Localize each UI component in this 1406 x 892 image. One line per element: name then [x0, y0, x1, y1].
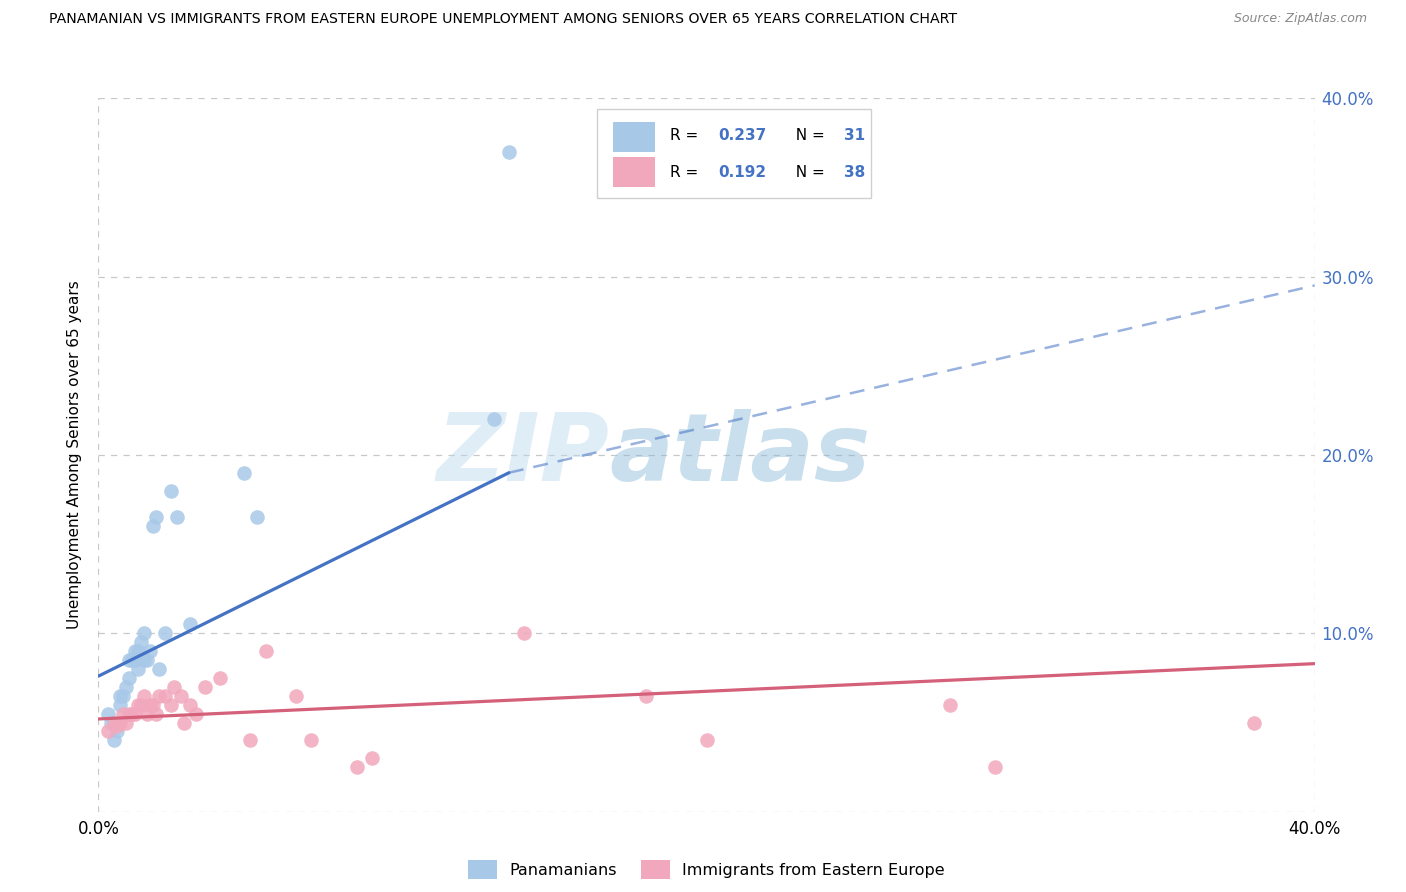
Text: N =: N =: [786, 165, 830, 180]
Point: [482, 412, 505, 426]
Point: [118, 653, 141, 667]
Point: [145, 510, 167, 524]
Point: [132, 626, 155, 640]
Point: [114, 680, 136, 694]
Point: [513, 626, 536, 640]
Point: [121, 706, 143, 721]
Point: [127, 662, 149, 676]
Point: [111, 706, 134, 721]
Point: [96, 724, 118, 739]
Point: [245, 510, 267, 524]
Point: [124, 653, 146, 667]
Point: [155, 626, 177, 640]
Text: R =: R =: [671, 128, 703, 143]
Point: [129, 635, 152, 649]
Point: [160, 483, 183, 498]
FancyBboxPatch shape: [598, 109, 870, 198]
Point: [173, 715, 195, 730]
Point: [939, 698, 962, 712]
Text: 0.192: 0.192: [718, 165, 766, 180]
Point: [139, 698, 162, 712]
Point: [105, 719, 128, 733]
Point: [142, 698, 165, 712]
Point: [142, 519, 165, 533]
Point: [160, 698, 183, 712]
Point: [118, 706, 141, 721]
Point: [124, 644, 146, 658]
Point: [209, 671, 232, 685]
Point: [148, 689, 170, 703]
Point: [105, 724, 128, 739]
Point: [1243, 715, 1265, 730]
Point: [184, 706, 207, 721]
Point: [108, 689, 131, 703]
Point: [114, 715, 136, 730]
Point: [179, 617, 201, 632]
Point: [108, 715, 131, 730]
Point: [118, 671, 141, 685]
Point: [155, 689, 177, 703]
Legend: Panamanians, Immigrants from Eastern Europe: Panamanians, Immigrants from Eastern Eur…: [461, 854, 952, 886]
Text: PANAMANIAN VS IMMIGRANTS FROM EASTERN EUROPE UNEMPLOYMENT AMONG SENIORS OVER 65 : PANAMANIAN VS IMMIGRANTS FROM EASTERN EU…: [49, 12, 957, 26]
Point: [254, 644, 277, 658]
Point: [145, 706, 167, 721]
Text: 0.237: 0.237: [718, 128, 766, 143]
Point: [498, 145, 520, 159]
Point: [346, 760, 368, 774]
FancyBboxPatch shape: [613, 121, 655, 152]
Point: [103, 733, 125, 747]
Text: R =: R =: [671, 165, 703, 180]
Point: [136, 653, 159, 667]
Point: [194, 680, 217, 694]
Point: [127, 698, 149, 712]
Point: [285, 689, 308, 703]
Point: [108, 698, 131, 712]
Point: [179, 698, 201, 712]
Point: [100, 715, 122, 730]
Point: [984, 760, 1007, 774]
Point: [634, 689, 657, 703]
Point: [129, 698, 152, 712]
Text: 31: 31: [844, 128, 865, 143]
Text: 38: 38: [844, 165, 865, 180]
Point: [148, 662, 170, 676]
Point: [299, 733, 322, 747]
Text: atlas: atlas: [609, 409, 870, 501]
Point: [361, 751, 384, 765]
Text: Source: ZipAtlas.com: Source: ZipAtlas.com: [1233, 12, 1367, 25]
Point: [696, 733, 718, 747]
Point: [111, 689, 134, 703]
Point: [124, 706, 146, 721]
FancyBboxPatch shape: [613, 157, 655, 187]
Y-axis label: Unemployment Among Seniors over 65 years: Unemployment Among Seniors over 65 years: [67, 281, 83, 629]
Point: [132, 689, 155, 703]
Point: [121, 653, 143, 667]
Point: [166, 510, 188, 524]
Point: [239, 733, 262, 747]
Point: [163, 680, 186, 694]
Point: [233, 466, 256, 480]
Text: N =: N =: [786, 128, 830, 143]
Point: [139, 644, 162, 658]
Point: [169, 689, 191, 703]
Point: [103, 715, 125, 730]
Text: ZIP: ZIP: [436, 409, 609, 501]
Point: [96, 706, 118, 721]
Point: [136, 706, 159, 721]
Point: [127, 644, 149, 658]
Point: [132, 653, 155, 667]
